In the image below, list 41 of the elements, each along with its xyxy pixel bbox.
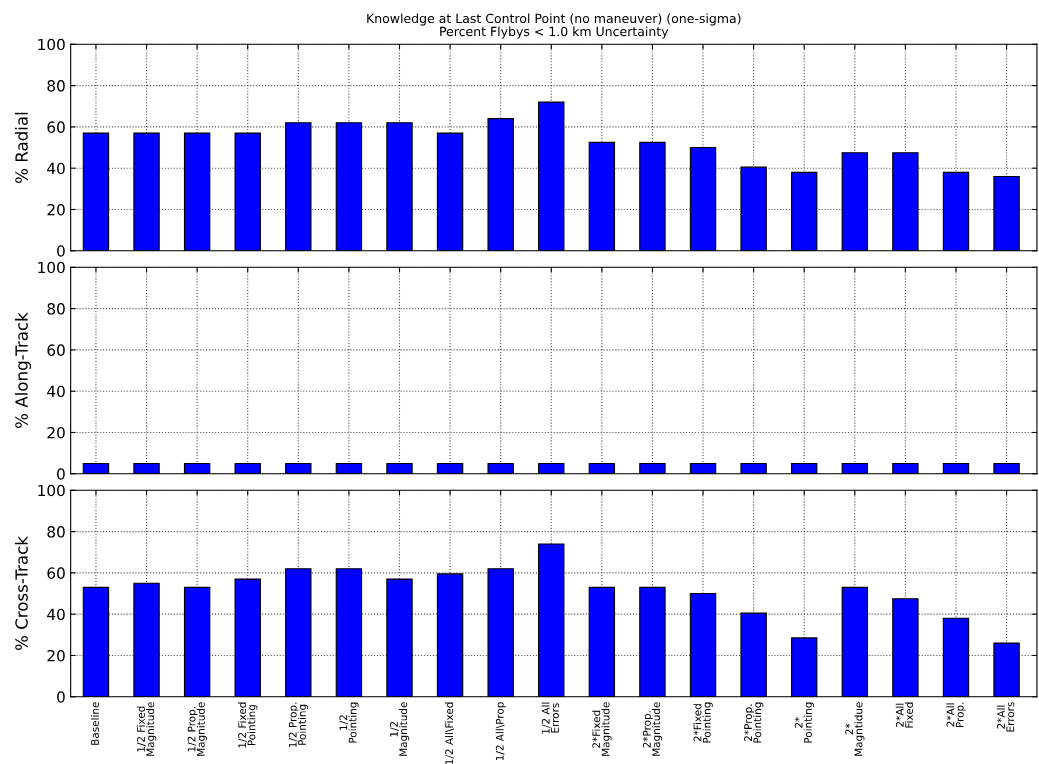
x-tick-label: 1/2 All Errors <box>541 702 559 734</box>
x-tick-label: 2*All Prop. <box>946 702 966 728</box>
y-tick-label: 80 <box>47 526 65 538</box>
y-tick-label: 40 <box>47 162 65 175</box>
x-tick-label: 1/2 Fixed Pointing <box>238 702 258 748</box>
y-tick-label: 0 <box>57 245 65 257</box>
y-tick-label: 100 <box>38 38 65 51</box>
y-tick-label: 60 <box>47 121 65 133</box>
x-tick-label: 2*Prop. Pointing <box>744 702 764 743</box>
x-tick-label: 2*Fixed Magnitude <box>592 702 612 756</box>
y-axis-title: % Cross-Track <box>14 536 28 651</box>
x-tick-label: 1/2 All\Prop <box>495 702 506 761</box>
y-axis-title: % Radial <box>14 112 28 183</box>
y-tick-label: 60 <box>47 344 65 356</box>
x-tick-label: 2*Prop. Magnitude <box>642 702 663 756</box>
x-tick-label: 2*All Fixed <box>895 702 914 728</box>
x-tick-label: 1/2 All\Fixed <box>445 702 454 764</box>
y-tick-label: 40 <box>47 608 65 621</box>
y-tick-label: 80 <box>47 303 65 315</box>
y-tick-label: 0 <box>57 468 65 480</box>
x-tick-label: 2*All Errors <box>996 702 1015 732</box>
x-tick-label: 2*Fixed Pointing <box>693 702 713 743</box>
y-tick-label: 80 <box>47 80 65 92</box>
chart-title: Knowledge at Last Control Point (no maneuver) (one-sigma) Percent Flybys < 1.0 km Uncertainty <box>367 13 741 39</box>
y-tick-label: 20 <box>47 649 65 662</box>
x-tick-label: 1/2 Magnitude <box>389 702 410 756</box>
y-tick-label: 60 <box>47 567 65 579</box>
x-tick-label: Baseline <box>90 702 99 745</box>
y-tick-label: 0 <box>57 691 65 703</box>
y-tick-label: 100 <box>38 261 65 274</box>
y-tick-label: 20 <box>47 426 65 439</box>
y-tick-label: 20 <box>47 203 65 216</box>
y-axis-title: % Along-Track <box>14 312 32 428</box>
x-tick-label: 1/2 Fixed Magnitude <box>136 702 157 756</box>
y-tick-label: 40 <box>47 385 65 398</box>
x-tick-label: 2* Magntidue <box>845 702 865 756</box>
x-tick-label: 1/2 Prop. Pointing <box>288 702 308 747</box>
x-tick-label: 1/2 Pointing <box>339 702 359 743</box>
x-tick-label: 1/2 Prop. Magnitude <box>187 702 207 756</box>
x-tick-label: 2* Pointing <box>794 702 814 743</box>
y-tick-label: 100 <box>38 484 65 497</box>
